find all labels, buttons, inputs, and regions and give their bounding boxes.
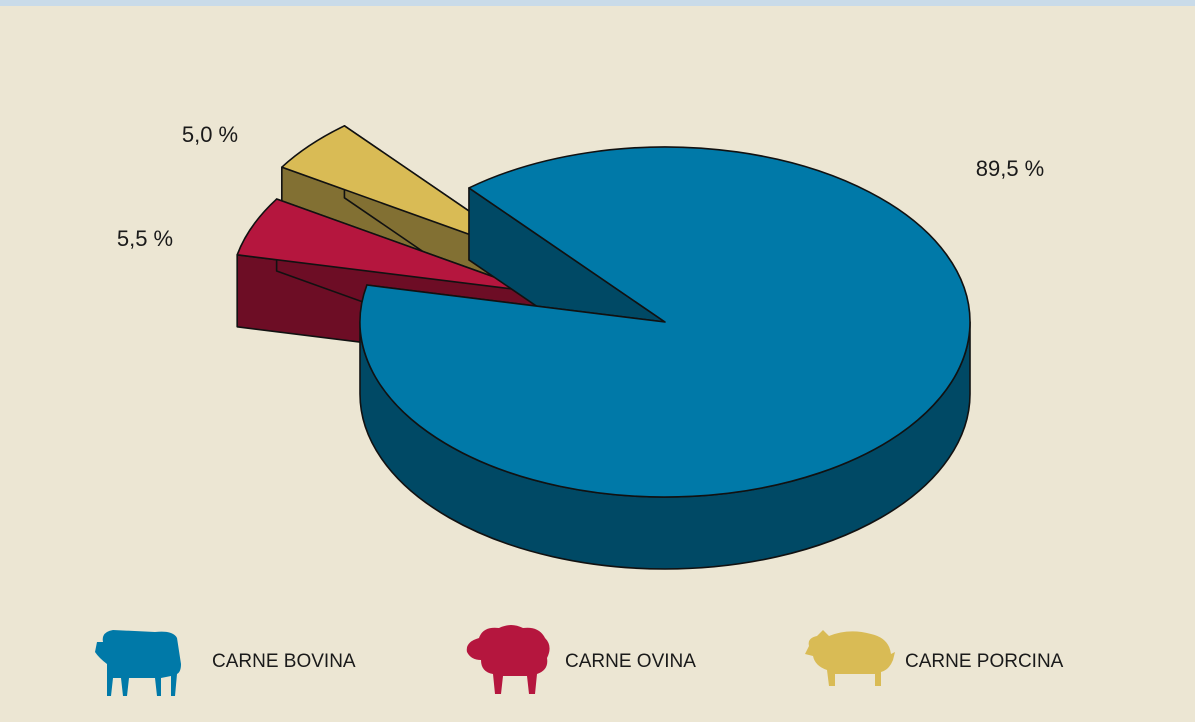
value-label: 89,5 % [976,156,1045,181]
legend-label: CARNE BOVINA [212,651,356,672]
legend-icon [95,630,181,696]
legend-icon [805,630,895,686]
legend-icon [466,625,550,694]
top-bar [0,0,1195,6]
slice-top [236,198,537,293]
legend-label: CARNE OVINA [565,651,696,672]
legend-label: CARNE PORCINA [905,651,1064,672]
slice [359,146,971,570]
value-label: 5,0 % [182,122,238,147]
value-label: 5,5 % [117,226,173,251]
slice-top [359,146,971,498]
